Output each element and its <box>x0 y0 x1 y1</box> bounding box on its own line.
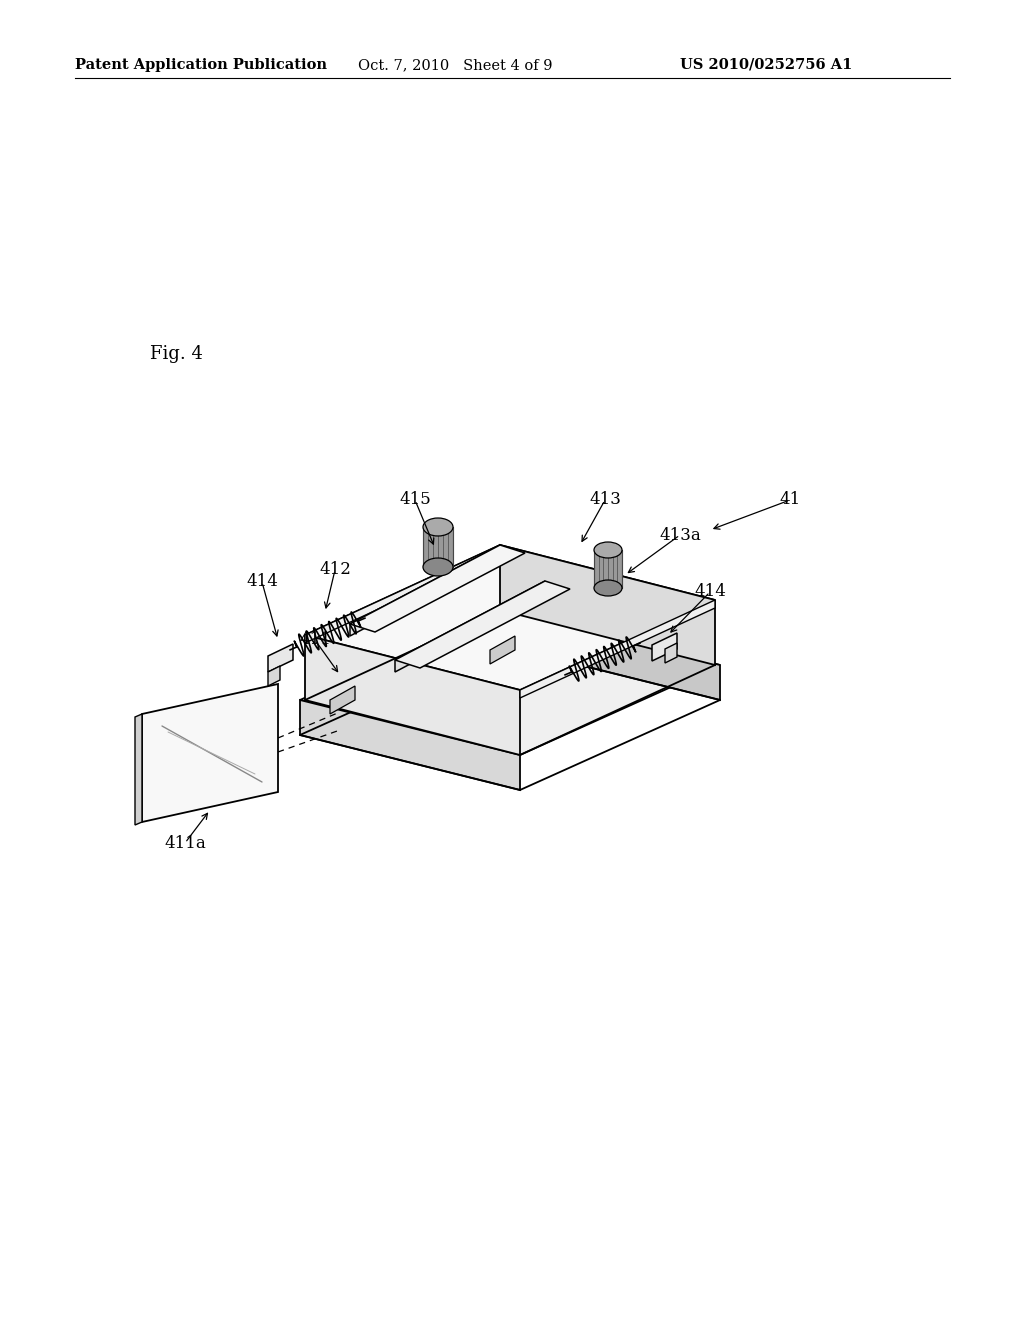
Text: 411: 411 <box>299 631 331 648</box>
Polygon shape <box>395 581 570 668</box>
Polygon shape <box>594 550 622 587</box>
Polygon shape <box>135 714 142 825</box>
Polygon shape <box>500 610 720 700</box>
Polygon shape <box>300 700 520 789</box>
Polygon shape <box>305 545 715 690</box>
Ellipse shape <box>423 558 453 576</box>
Polygon shape <box>665 643 677 663</box>
Text: 413a: 413a <box>659 527 700 544</box>
Polygon shape <box>500 545 715 665</box>
Polygon shape <box>652 634 677 661</box>
Polygon shape <box>305 635 520 755</box>
Polygon shape <box>423 527 453 568</box>
Polygon shape <box>305 545 500 643</box>
Text: 415: 415 <box>399 491 431 508</box>
Text: 41: 41 <box>779 491 801 508</box>
Text: 412: 412 <box>319 561 351 578</box>
Ellipse shape <box>594 543 622 558</box>
Text: US 2010/0252756 A1: US 2010/0252756 A1 <box>680 58 852 73</box>
Text: Patent Application Publication: Patent Application Publication <box>75 58 327 73</box>
Polygon shape <box>395 581 545 672</box>
Polygon shape <box>300 610 720 755</box>
Polygon shape <box>520 601 715 698</box>
Ellipse shape <box>594 579 622 597</box>
Polygon shape <box>330 686 355 714</box>
Polygon shape <box>268 644 293 672</box>
Ellipse shape <box>423 517 453 536</box>
Polygon shape <box>350 545 500 636</box>
Text: 414: 414 <box>694 583 726 601</box>
Text: 411a: 411a <box>164 834 206 851</box>
Polygon shape <box>142 684 278 822</box>
Text: 414: 414 <box>246 573 278 590</box>
Text: Fig. 4: Fig. 4 <box>150 345 203 363</box>
Polygon shape <box>268 667 280 686</box>
Text: 413: 413 <box>589 491 621 508</box>
Polygon shape <box>490 636 515 664</box>
Text: Oct. 7, 2010   Sheet 4 of 9: Oct. 7, 2010 Sheet 4 of 9 <box>357 58 552 73</box>
Polygon shape <box>350 545 525 632</box>
